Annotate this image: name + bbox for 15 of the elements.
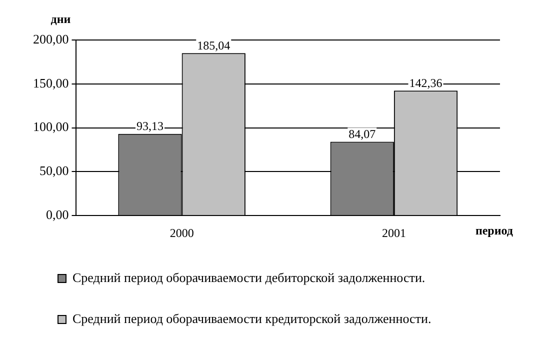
- legend-label: Средний период оборачиваемости кредиторской задолженности.: [72, 310, 432, 326]
- data-label: 142,36: [409, 76, 442, 90]
- y-tick-label: 100,00: [33, 119, 69, 134]
- data-label: 185,04: [197, 38, 230, 52]
- data-label: 84,07: [348, 126, 376, 141]
- y-tick-label: 150,00: [33, 75, 69, 90]
- x-axis-title: период: [475, 224, 513, 238]
- data-label: 93,13: [136, 118, 164, 133]
- y-tick-label: 200,00: [33, 31, 69, 46]
- y-axis-title: дни: [50, 12, 71, 26]
- legend-label: Средний период оборачиваемости дебиторской задолженности.: [72, 270, 426, 285]
- y-tick-label: 50,00: [40, 163, 69, 178]
- y-tick-label: 0,00: [46, 207, 69, 222]
- x-tick-label: 2000: [170, 226, 194, 240]
- x-tick-label: 2001: [382, 226, 406, 240]
